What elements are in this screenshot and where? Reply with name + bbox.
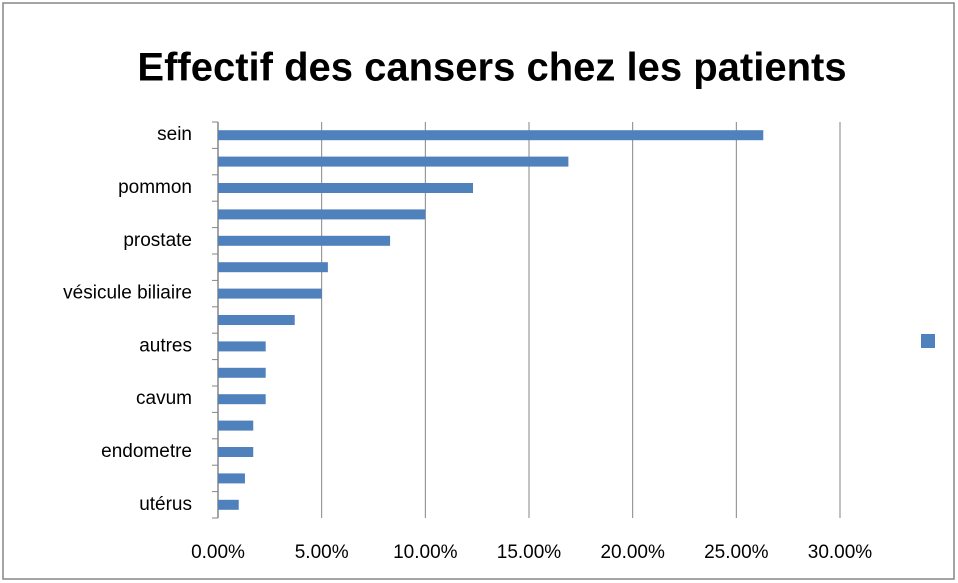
x-tick-label: 15.00% [497,542,562,563]
y-tick-label: autres [139,335,192,356]
x-tick-label: 0.00% [191,542,245,563]
bar [218,130,764,141]
bar [218,209,426,220]
bar [218,156,569,167]
bar [218,499,239,510]
legend-swatch [921,334,935,348]
x-tick-label: 30.00% [808,542,873,563]
x-tick-label: 25.00% [704,542,769,563]
bar [218,367,266,378]
y-tick-label: utérus [139,494,192,515]
x-tick-label: 20.00% [600,542,665,563]
chart-title: Effectif des cansers chez les patients [137,46,846,90]
y-tick-label: cavum [136,388,192,409]
bar [218,447,254,457]
y-tick-label: prostate [123,230,192,251]
bar [218,394,266,405]
bar [218,341,266,352]
bar [218,315,295,325]
bar [218,183,474,193]
bar [218,288,322,299]
bar [218,473,245,484]
y-tick-label: endometre [101,441,192,462]
y-tick-label: vésicule biliaire [63,283,192,304]
x-tick-label: 10.00% [393,542,458,563]
y-tick-label: sein [157,124,192,145]
bar [218,420,254,431]
bar [218,262,328,273]
bar [218,235,391,246]
x-tick-label: 5.00% [295,542,349,563]
y-tick-label: pommon [118,177,192,198]
